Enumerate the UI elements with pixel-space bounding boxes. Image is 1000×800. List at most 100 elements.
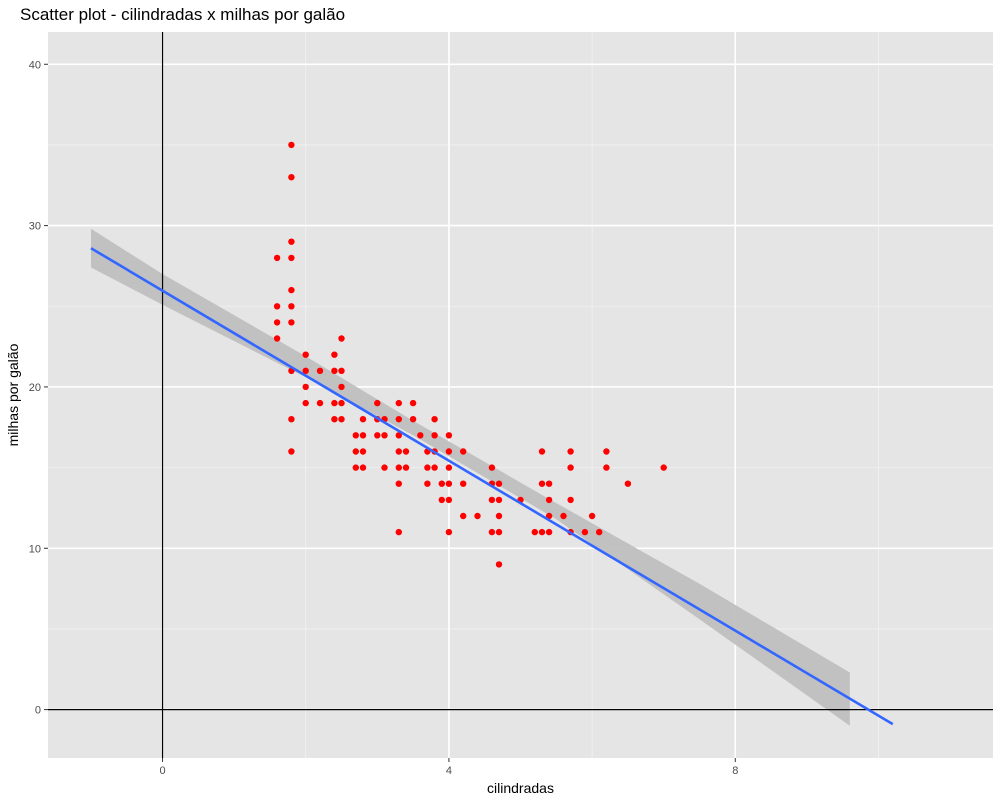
data-point bbox=[445, 432, 453, 439]
chart-title: Scatter plot - cilindradas x milhas por … bbox=[20, 5, 345, 24]
data-point bbox=[488, 528, 496, 536]
data-point bbox=[424, 480, 431, 487]
x-axis-title: cilindradas bbox=[487, 780, 554, 796]
data-point bbox=[545, 496, 553, 504]
data-point bbox=[288, 141, 295, 149]
data-point bbox=[395, 399, 402, 407]
fit-line-layer bbox=[90, 247, 894, 726]
data-point bbox=[288, 303, 295, 310]
x-tick-label: 8 bbox=[732, 765, 738, 777]
data-point bbox=[460, 480, 467, 487]
data-point bbox=[359, 464, 367, 471]
data-point bbox=[352, 464, 359, 471]
data-point bbox=[288, 319, 295, 326]
reference-lines bbox=[48, 32, 993, 758]
data-point bbox=[438, 480, 445, 487]
data-point bbox=[424, 464, 431, 471]
x-tick-label: 0 bbox=[159, 765, 165, 777]
data-point bbox=[596, 528, 603, 536]
data-point bbox=[338, 399, 345, 407]
data-point bbox=[331, 416, 338, 423]
data-point bbox=[431, 416, 438, 423]
data-point bbox=[495, 512, 503, 520]
data-point bbox=[395, 464, 402, 471]
data-point bbox=[338, 416, 345, 423]
data-point bbox=[538, 480, 546, 487]
data-point bbox=[302, 351, 309, 358]
confidence-band bbox=[91, 228, 850, 726]
data-point bbox=[445, 480, 453, 487]
data-point bbox=[474, 512, 481, 520]
data-point bbox=[374, 399, 381, 407]
y-tick-label: 10 bbox=[29, 543, 41, 555]
data-point bbox=[395, 528, 402, 536]
data-point bbox=[402, 448, 410, 455]
data-point bbox=[273, 254, 281, 262]
points-layer bbox=[273, 141, 667, 568]
data-point bbox=[316, 367, 324, 374]
data-point bbox=[288, 238, 295, 245]
data-point bbox=[273, 319, 281, 326]
data-point bbox=[495, 528, 503, 536]
data-point bbox=[495, 496, 503, 504]
data-point bbox=[460, 448, 467, 455]
data-point bbox=[359, 416, 367, 423]
data-point bbox=[567, 464, 574, 471]
data-point bbox=[288, 254, 295, 262]
data-point bbox=[660, 464, 667, 471]
data-point bbox=[538, 448, 546, 455]
data-point bbox=[603, 464, 610, 471]
data-point bbox=[495, 480, 503, 487]
y-tick-label: 40 bbox=[29, 59, 41, 71]
data-point bbox=[395, 480, 402, 487]
data-point bbox=[409, 399, 417, 407]
data-point bbox=[538, 528, 546, 536]
data-point bbox=[331, 399, 338, 407]
data-point bbox=[624, 480, 632, 487]
data-point bbox=[288, 416, 295, 423]
data-point bbox=[288, 286, 295, 294]
data-point bbox=[560, 512, 567, 520]
data-point bbox=[338, 383, 345, 391]
data-point bbox=[273, 303, 281, 310]
data-point bbox=[395, 432, 402, 439]
data-point bbox=[331, 351, 338, 358]
data-point bbox=[352, 432, 359, 439]
data-point bbox=[488, 464, 496, 471]
data-point bbox=[338, 367, 345, 374]
data-point bbox=[381, 432, 388, 439]
data-point bbox=[417, 432, 424, 439]
data-point bbox=[445, 496, 453, 504]
data-point bbox=[359, 432, 367, 439]
y-axis-ticks: 0 10 20 30 40 bbox=[29, 59, 48, 717]
data-point bbox=[395, 416, 402, 423]
data-point bbox=[273, 335, 281, 342]
data-point bbox=[302, 399, 309, 407]
x-axis-ticks: 0 4 8 bbox=[159, 758, 738, 777]
data-point bbox=[302, 367, 309, 374]
data-point bbox=[338, 335, 345, 342]
data-point bbox=[545, 512, 553, 520]
data-point bbox=[352, 448, 359, 455]
data-point bbox=[302, 383, 309, 391]
data-point bbox=[359, 448, 367, 455]
data-point bbox=[545, 480, 553, 487]
data-point bbox=[445, 448, 453, 455]
data-point bbox=[460, 512, 467, 520]
y-axis-title: milhas por galão bbox=[5, 343, 21, 446]
data-point bbox=[445, 464, 453, 471]
data-point bbox=[395, 448, 402, 455]
data-point bbox=[581, 528, 589, 536]
x-tick-label: 4 bbox=[446, 765, 452, 777]
data-point bbox=[288, 448, 295, 455]
y-tick-label: 30 bbox=[29, 221, 41, 233]
data-point bbox=[488, 496, 496, 504]
data-point bbox=[445, 528, 453, 536]
data-point bbox=[374, 432, 381, 439]
confidence-band-layer bbox=[91, 228, 850, 726]
data-point bbox=[588, 512, 596, 520]
y-tick-label: 20 bbox=[29, 382, 41, 394]
data-point bbox=[331, 367, 338, 374]
plot-panel bbox=[48, 32, 993, 758]
